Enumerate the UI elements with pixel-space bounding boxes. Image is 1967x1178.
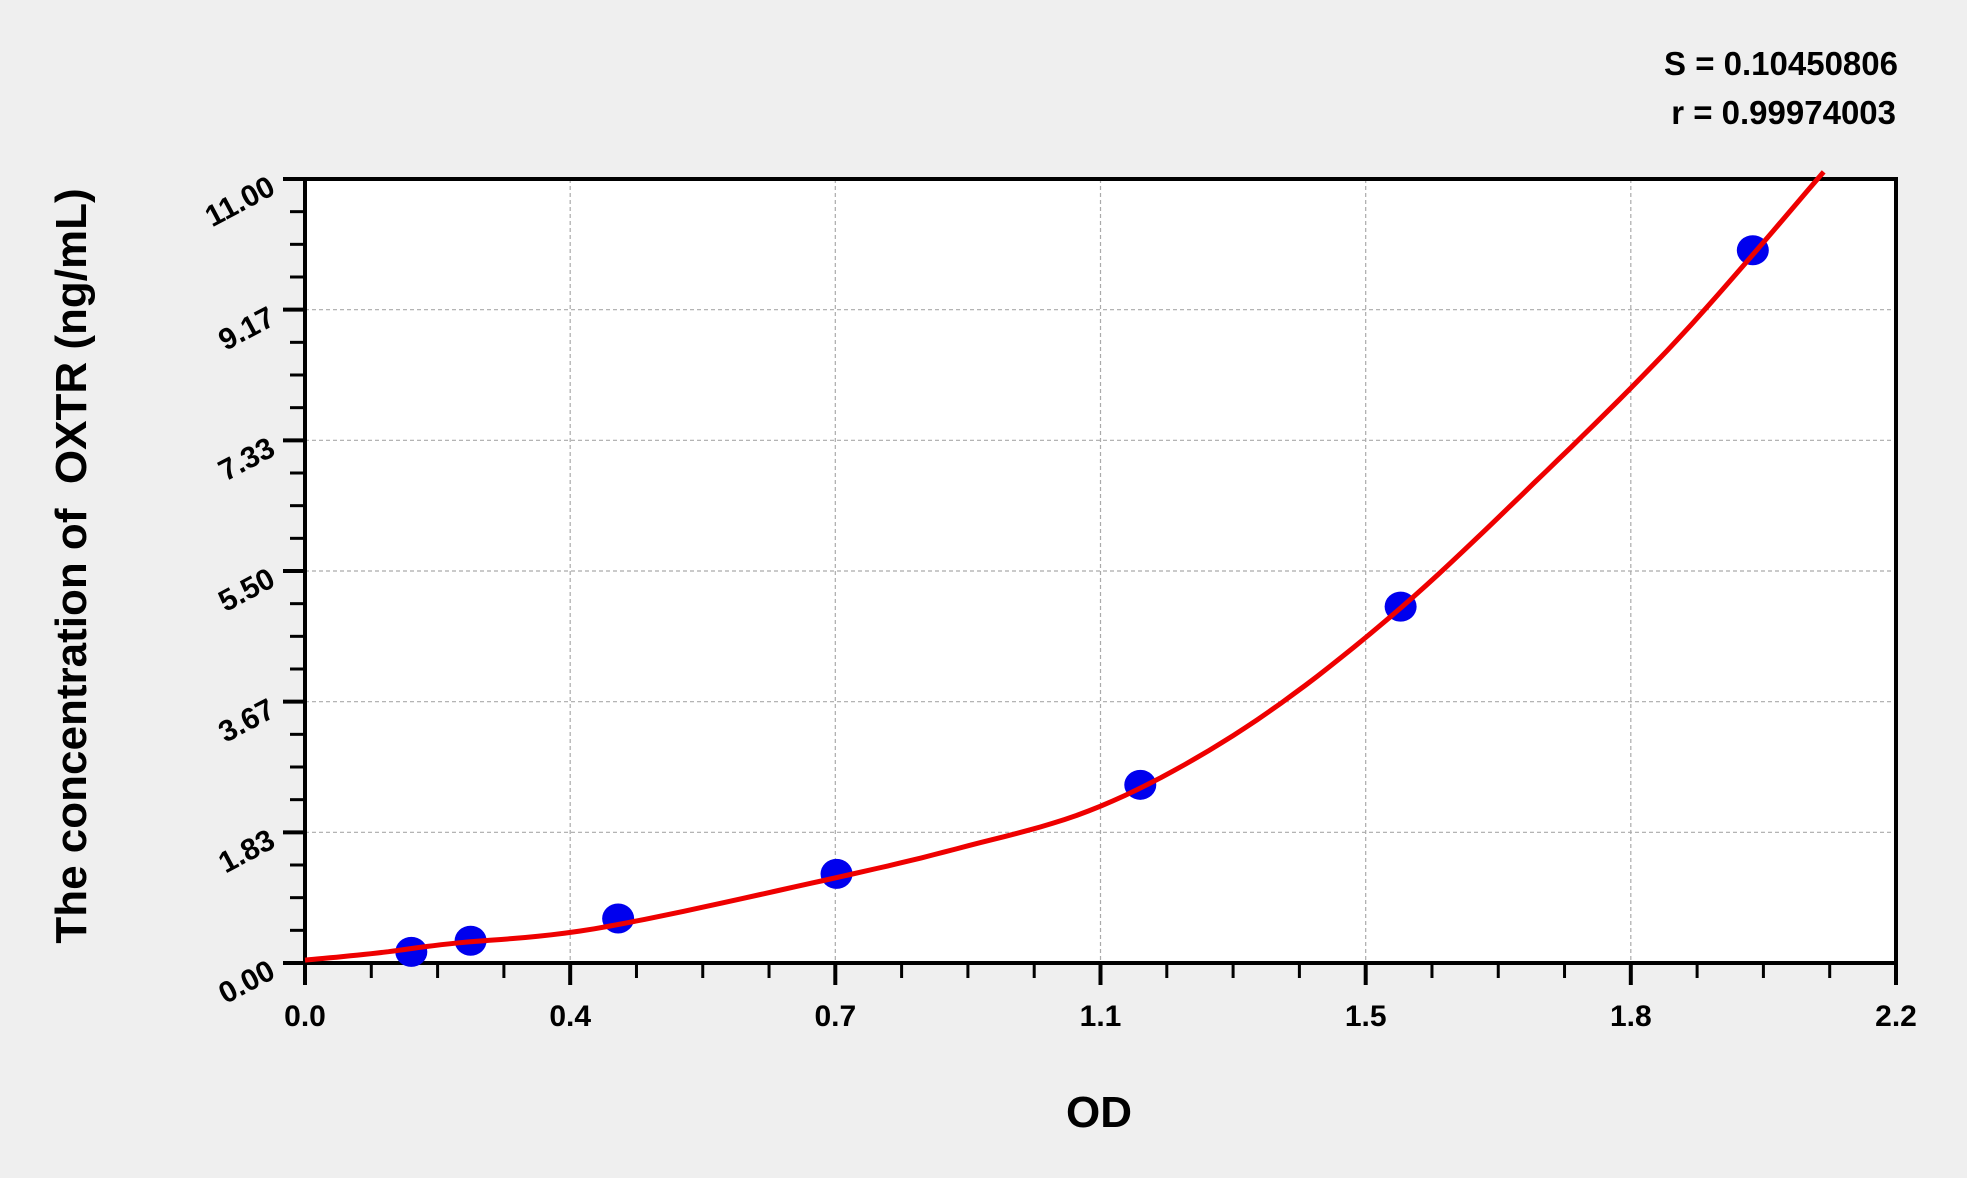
x-tick-label: 1.8 xyxy=(1610,1000,1652,1033)
data-point xyxy=(395,936,428,967)
y-tick-label: 0.00 xyxy=(213,954,280,1011)
y-tick-label: 9.17 xyxy=(213,301,280,358)
annotation-s: S = 0.10450806 xyxy=(1664,45,1898,82)
x-tick-label: 2.2 xyxy=(1875,1000,1917,1033)
y-tick-label: 1.83 xyxy=(213,823,280,880)
y-tick-label: 7.33 xyxy=(213,431,280,488)
y-axis-label: The concentration of OXTR (ng/mL) xyxy=(47,188,96,943)
x-tick-label: 0.0 xyxy=(284,1000,326,1033)
x-tick-label: 1.1 xyxy=(1080,1000,1122,1033)
fit-curve xyxy=(304,170,1826,963)
axis-ticks xyxy=(283,177,1898,985)
y-tick-label: 11.00 xyxy=(200,170,280,234)
x-tick-label: 0.4 xyxy=(549,1000,591,1033)
x-tick-labels: 0.0 0.4 0.7 1.1 1.5 1.8 2.2 xyxy=(284,1000,1917,1033)
annotation-r: r = 0.99974003 xyxy=(1671,94,1896,131)
y-tick-label: 3.67 xyxy=(213,693,280,750)
x-axis-label: OD xyxy=(1066,1088,1132,1137)
plot-frame xyxy=(303,177,1898,965)
x-tick-label: 1.5 xyxy=(1345,1000,1387,1033)
gridlines xyxy=(305,179,1896,963)
y-tick-label: 5.50 xyxy=(213,562,280,619)
y-tick-labels: 0.00 1.83 3.67 5.50 7.33 9.17 11.00 xyxy=(200,170,280,1011)
x-tick-label: 0.7 xyxy=(814,1000,856,1033)
